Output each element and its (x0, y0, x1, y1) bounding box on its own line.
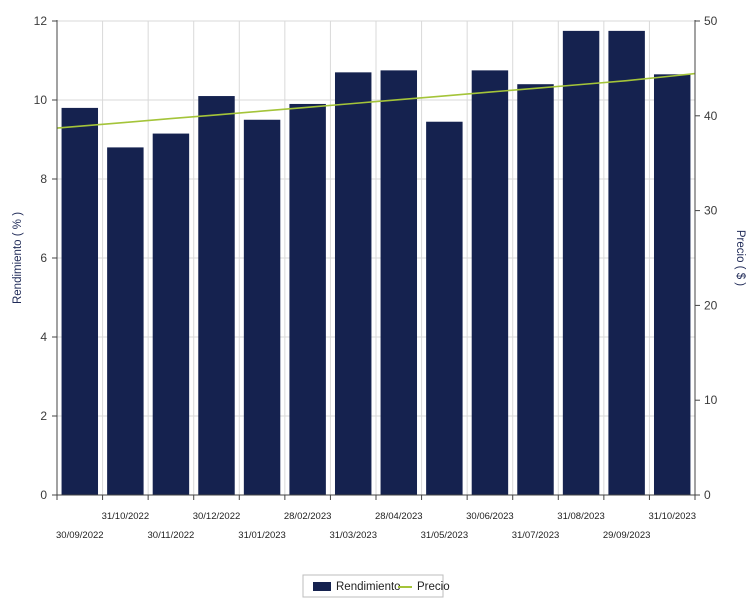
bar-5 (243, 119, 281, 495)
x-tick-label: 31/01/2023 (238, 530, 286, 541)
y-tick-label-left: 10 (34, 93, 48, 107)
bar-7 (334, 72, 372, 495)
gridlines (57, 20, 695, 496)
bar-6 (289, 103, 326, 495)
x-tick-label: 28/02/2023 (284, 511, 332, 522)
bar-8 (380, 70, 418, 495)
x-tick-label: 31/10/2023 (648, 511, 696, 522)
price-line-group (56, 72, 696, 129)
x-tick-label: 31/10/2022 (102, 511, 150, 522)
legend-rendimiento-swatch (313, 582, 331, 591)
bar-2 (107, 147, 144, 495)
y-tick-label-left: 6 (40, 251, 47, 265)
bar-1 (61, 107, 99, 496)
bar-9 (426, 121, 463, 495)
legend: Rendimiento Precio (302, 574, 450, 598)
y-tick-label-left: 12 (34, 14, 48, 28)
x-tick-label: 29/09/2023 (603, 530, 651, 541)
y-tick-label-left: 8 (40, 172, 47, 186)
legend-box (302, 574, 444, 598)
y-tick-label-right: 40 (704, 109, 718, 123)
x-tick-label: 30/12/2022 (193, 511, 241, 522)
y-tick-label-left: 2 (40, 409, 47, 423)
axes (52, 20, 700, 500)
y-tick-label-right: 10 (704, 393, 718, 407)
y-tick-label-right: 20 (704, 298, 718, 312)
bar-12 (562, 30, 600, 495)
x-tick-label: 30/09/2022 (56, 530, 104, 541)
bars (61, 30, 691, 496)
y-axis-left-title: Rendimiento ( % ) (12, 212, 24, 304)
precio-line (56, 72, 696, 129)
x-tick-label: 31/07/2023 (512, 530, 560, 541)
y-axis-right-title: Precio ( $ ) (734, 230, 746, 286)
x-tick-label: 30/11/2022 (148, 530, 195, 541)
tick-labels: 0 2 4 6 8 10 12 0 10 20 30 40 50 30/09/2022 31/10/2022… (34, 14, 718, 541)
x-tick-label: 28/04/2023 (375, 511, 423, 522)
y-tick-label-left: 4 (40, 330, 47, 344)
bar-11 (517, 84, 554, 495)
y-tick-label-left: 0 (40, 488, 47, 502)
legend-precio-label: Precio (417, 581, 450, 593)
bar-14 (653, 74, 691, 495)
legend-rendimiento-label: Rendimiento (336, 581, 401, 593)
x-tick-label: 30/06/2023 (466, 511, 514, 522)
bar-13 (608, 30, 645, 495)
y-tick-label-right: 30 (704, 204, 718, 218)
bar-3 (152, 133, 190, 495)
x-tick-label: 31/05/2023 (421, 530, 469, 541)
x-tick-label: 31/08/2023 (557, 511, 605, 522)
y-tick-label-right: 50 (704, 14, 718, 28)
y-tick-label-right: 0 (704, 488, 711, 502)
bar-10 (471, 70, 509, 495)
bar-4 (198, 96, 235, 496)
x-tick-label: 31/03/2023 (329, 530, 377, 541)
